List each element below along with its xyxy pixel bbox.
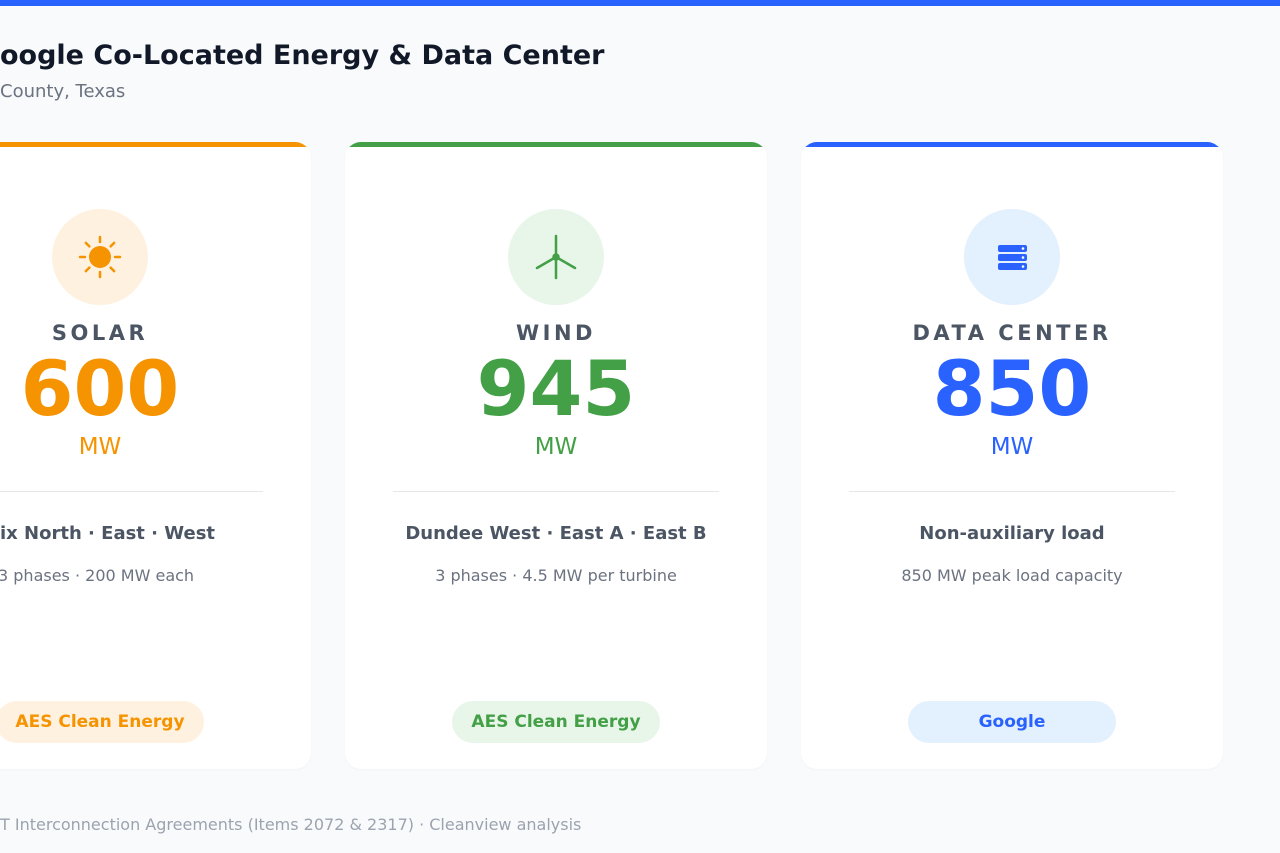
card-badge: Google bbox=[908, 701, 1116, 743]
card-label: SOLAR bbox=[51, 321, 149, 345]
card-accent bbox=[0, 142, 311, 147]
card-name: Non-auxiliary load bbox=[919, 523, 1105, 544]
card-accent bbox=[345, 142, 767, 147]
card-value: 850 bbox=[932, 344, 1092, 433]
card-unit: MW bbox=[990, 434, 1034, 460]
card: SOLAR 600 MW ix North · East · West 3 phases… bbox=[0, 142, 311, 769]
card-icon bbox=[52, 209, 148, 305]
card-value: 945 bbox=[476, 344, 636, 433]
divider bbox=[849, 491, 1175, 492]
card-label: DATA CENTER bbox=[912, 321, 1112, 345]
card-name: ix North · East · West bbox=[0, 523, 216, 544]
card: WIND 945 MW Dundee West · East A · East B 3 … bbox=[345, 142, 767, 769]
top-bar bbox=[0, 0, 1280, 6]
card-detail: 3 phases · 200 MW each bbox=[0, 566, 195, 585]
card: DATA CENTER 850 MW Non-auxiliary load 850 MW… bbox=[801, 142, 1223, 769]
card-unit: MW bbox=[78, 434, 122, 460]
card-icon bbox=[508, 209, 604, 305]
card-value: 600 bbox=[20, 344, 180, 433]
card-name: Dundee West · East A · East B bbox=[405, 523, 707, 544]
card-accent bbox=[801, 142, 1223, 147]
divider bbox=[393, 491, 719, 492]
card-detail: 850 MW peak load capacity bbox=[901, 566, 1123, 585]
title: oogle Co-Located Energy & Data Center bbox=[0, 40, 605, 71]
subtitle: County, Texas bbox=[0, 81, 126, 102]
card-badge: AES Clean Energy bbox=[452, 701, 660, 743]
card-badge: AES Clean Energy bbox=[0, 701, 204, 743]
card-label: WIND bbox=[516, 321, 596, 345]
card-detail: 3 phases · 4.5 MW per turbine bbox=[435, 566, 677, 585]
card-unit: MW bbox=[534, 434, 578, 460]
card-icon bbox=[964, 209, 1060, 305]
divider bbox=[0, 491, 263, 492]
footer: T Interconnection Agreements (Items 2072… bbox=[0, 815, 582, 834]
